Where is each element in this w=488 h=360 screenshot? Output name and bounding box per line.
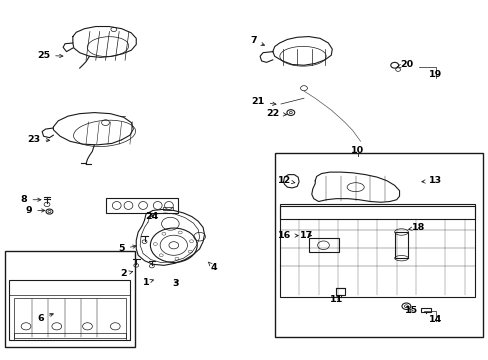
Text: 25: 25 <box>37 51 63 60</box>
Text: 9: 9 <box>25 206 45 215</box>
Text: 15: 15 <box>404 306 417 315</box>
Bar <box>274 153 483 337</box>
Text: 10: 10 <box>350 146 364 155</box>
Bar <box>4 251 135 347</box>
Bar <box>279 206 474 219</box>
Text: 7: 7 <box>249 36 264 46</box>
Bar <box>308 238 338 252</box>
Bar <box>105 198 177 213</box>
Text: 21: 21 <box>251 97 275 106</box>
Text: 5: 5 <box>118 244 136 253</box>
Bar <box>394 232 407 258</box>
Text: 14: 14 <box>428 315 441 324</box>
Text: 12: 12 <box>277 176 294 185</box>
Text: 20: 20 <box>396 60 412 69</box>
Text: 17: 17 <box>300 231 313 240</box>
Text: 23: 23 <box>27 135 50 144</box>
Bar <box>335 288 344 296</box>
Text: 22: 22 <box>265 109 286 118</box>
Bar <box>9 280 130 339</box>
Text: 16: 16 <box>277 231 298 240</box>
Text: 8: 8 <box>20 195 41 204</box>
Text: 1: 1 <box>142 278 153 287</box>
Bar <box>14 298 125 338</box>
Text: 6: 6 <box>37 313 53 323</box>
Text: 2: 2 <box>120 269 132 278</box>
Text: 11: 11 <box>329 294 342 303</box>
Bar <box>14 333 125 339</box>
Text: 4: 4 <box>208 262 217 273</box>
Text: 3: 3 <box>172 279 178 288</box>
Bar <box>279 204 474 297</box>
Text: 18: 18 <box>408 223 425 232</box>
Bar <box>420 308 430 312</box>
Text: 19: 19 <box>428 70 441 79</box>
Bar <box>162 207 173 211</box>
Text: 24: 24 <box>145 212 158 221</box>
Text: 13: 13 <box>421 176 441 185</box>
